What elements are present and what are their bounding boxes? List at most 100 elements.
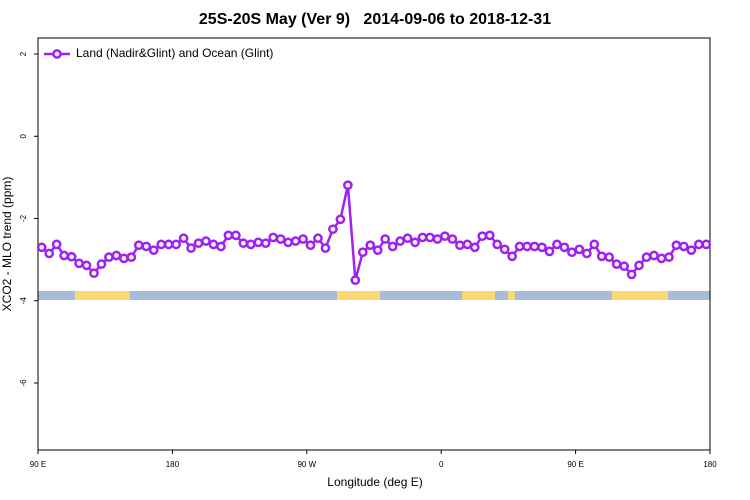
point-marker [320,243,331,253]
point-marker [290,236,301,246]
point-marker [440,231,450,242]
y-tick-label: -6 [19,379,28,387]
y-tick-label: 2 [19,51,28,56]
point-marker [522,241,532,252]
x-tick-label: 0 [439,460,444,469]
point-marker [372,245,383,256]
point-marker [611,259,622,269]
point-marker [529,241,540,252]
point-marker [81,260,92,271]
point-marker [387,241,398,252]
point-marker [417,232,428,243]
point-marker [701,239,712,250]
point-marker [283,237,293,248]
point-marker [477,231,488,242]
point-marker [567,247,577,258]
point-marker [178,233,189,244]
point-marker [365,240,376,251]
point-marker [664,252,674,263]
point-marker [492,239,503,250]
point-marker [552,239,562,250]
point-marker [357,247,368,258]
point-marker [581,248,592,259]
point-marker [410,237,420,248]
point-marker [343,180,353,191]
point-marker [231,230,241,241]
point-marker [686,245,697,256]
point-marker [260,238,271,249]
point-marker [148,245,159,256]
point-marker [455,240,465,251]
point-marker [238,238,249,249]
point-marker [432,234,443,244]
point-marker [253,237,264,248]
point-marker [216,241,226,252]
point-marker [619,261,629,272]
land-patch [462,291,495,300]
land-patch [508,291,515,300]
y-tick-label: 0 [19,133,28,138]
point-marker [313,233,323,244]
land-patch [612,291,668,300]
point-marker [201,236,211,246]
point-marker [649,250,659,261]
point-marker [223,230,234,241]
series-line [40,184,707,281]
land-ocean-band [38,291,710,300]
point-marker [133,240,144,251]
point-marker [469,242,480,253]
point-marker [59,250,69,261]
point-marker [484,230,495,241]
point-marker [559,242,570,253]
point-marker [604,252,615,263]
land-patch [337,291,380,300]
point-marker [156,239,167,250]
point-marker [350,275,361,286]
point-marker [402,233,413,244]
point-marker [507,251,517,262]
point-marker [74,258,84,269]
x-axis-label: Longitude (deg E) [327,475,422,489]
point-marker [245,239,256,250]
point-marker [163,239,174,250]
x-tick-label: 90 E [567,460,583,469]
point-marker [208,239,219,250]
point-marker [66,251,77,262]
point-marker [328,224,338,235]
legend-label: Land (Nadir&Glint) and Ocean (Glint) [76,46,273,60]
point-marker [51,239,62,250]
point-marker [514,241,525,252]
point-marker [537,242,547,253]
point-marker [462,239,473,250]
point-marker [395,236,405,246]
point-marker [275,234,286,244]
point-marker [268,232,279,243]
point-marker [693,239,704,250]
point-marker [425,232,435,243]
point-marker [544,246,555,257]
point-marker [305,240,316,251]
point-marker [634,260,644,271]
x-tick-label: 90 W [297,460,316,469]
point-marker [298,234,308,244]
point-marker [679,241,689,252]
point-marker [186,243,196,253]
point-marker [36,242,47,253]
x-tick-label: 90 E [30,460,46,469]
x-tick-label: 180 [166,460,180,469]
point-marker [89,268,99,279]
point-marker [671,240,682,251]
point-marker [596,251,607,262]
y-axis-label: XCO2 - MLO trend (ppm) [0,177,14,312]
point-marker [380,234,391,244]
y-tick-label: -4 [19,297,28,305]
point-marker [641,252,652,263]
land-patch [75,291,130,300]
point-marker [44,248,55,259]
point-marker [171,239,181,250]
point-marker [193,238,204,249]
point-marker [656,253,667,264]
point-marker [126,252,137,263]
point-marker [111,250,122,261]
